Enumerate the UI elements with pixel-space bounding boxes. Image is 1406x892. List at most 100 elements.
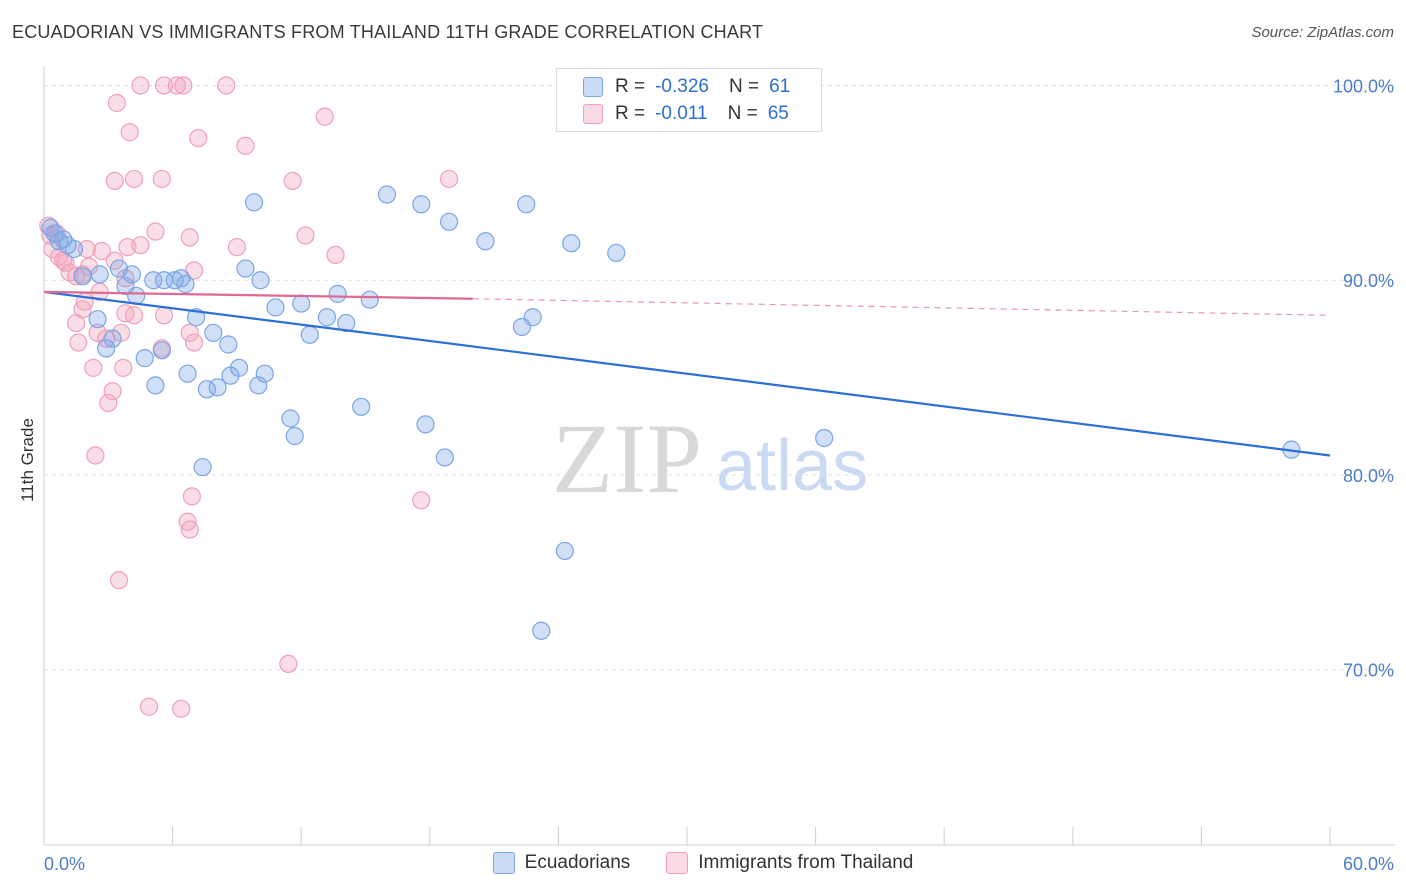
x-tick-label: 0.0% [44,854,85,874]
thailand-point [67,313,86,333]
thailand-point [124,169,144,189]
ecuadorian-point [127,286,146,305]
legend-swatch-thailand [583,104,603,124]
ecuadorian-point [255,364,274,383]
thailand-point [154,306,174,325]
ecuadorian-point [88,310,107,329]
thailand-point [315,107,334,126]
ecuadorian-point [266,298,285,317]
ecuadorian-point [73,267,92,286]
source-label: Source: ZipAtlas.com [1251,24,1394,41]
ecuadorian-point [122,265,141,284]
thailand-point [172,699,191,718]
ecuadorian-point [249,376,268,395]
ecuadorian-point [146,376,165,395]
ecuadorian-point [204,323,223,342]
ecuadorian-point [251,271,270,290]
legend-n-value: 61 [769,76,791,97]
watermark-zip: ZIP [552,403,702,514]
legend-row-thailand: R = -0.011 N = 65 [583,101,789,127]
ecuadorian-point [439,212,459,231]
thailand-point [77,239,96,259]
ecuadorian-point [517,195,536,214]
series-legend: Ecuadorians Immigrants from Thailand [0,852,1406,874]
ecuadorian-point [352,397,371,416]
ecuadorian-point [103,329,122,348]
ecuadorian-point [607,243,626,263]
y-tick-label: 70.0% [1343,661,1394,681]
thailand-point [139,697,159,716]
legend-swatch-ecuadorians [492,852,515,874]
thailand-point [180,520,199,539]
thailand-point [279,654,298,673]
thailand-point [236,136,255,155]
thailand-point [99,393,118,413]
thailand-point [56,253,75,272]
ecuadorian-point [144,271,163,290]
ecuadorian-point [90,265,109,284]
thailand-point [180,323,199,342]
ecuadorian-point [328,284,347,303]
thailand-point [412,491,431,510]
ecuadorian-point [300,325,319,344]
legend-r-label: R = [615,103,646,124]
thailand-point [97,329,116,348]
thailand-point [120,123,139,142]
thailand-point [174,76,193,95]
thailand-point [86,446,105,465]
thailand-point [67,267,86,286]
thailand-point [131,236,150,255]
ecuadorian-point [337,313,356,333]
thailand-point [283,171,302,191]
thailand-point [146,222,165,241]
ecuadorian-point [416,415,435,434]
trend-lines [43,290,1331,457]
ecuadorian-point [64,239,84,259]
series-ecuadorians [41,185,1301,640]
stats-legend: R = -0.326 N = 61 R = -0.011 N = 65 [556,68,822,132]
thailand-point [69,333,88,352]
ecuadorian-point [281,409,300,428]
ecuadorian-point [285,426,304,446]
thailand-trend-line-dashed [472,298,1331,316]
ecuadorian-point [815,428,834,448]
y-tick-label: 100.0% [1333,76,1394,96]
thailand-point [326,245,345,265]
thailand-point [217,76,236,95]
series-immigrants-from-thailand [39,76,459,718]
thailand-point [124,306,144,325]
thailand-point [189,128,208,148]
ecuadorian-point [187,308,206,327]
thailand-point [180,228,199,247]
legend-label-ecuadorians: Ecuadorians [524,852,631,873]
ecuadorian-point [176,275,195,294]
thailand-point [296,226,315,245]
thailand-point [84,358,103,377]
x-tick-labels: 0.0% 60.0% [44,854,1394,874]
thailand-point [103,382,122,401]
legend-r-value: -0.011 [655,103,708,124]
legend-item-ecuadorians[interactable]: Ecuadorians [492,852,631,874]
thailand-point [107,93,126,113]
ecuadorian-point [377,185,397,204]
y-tick-labels: 100.0% 90.0% 80.0% 70.0% [1333,76,1394,680]
ecuadorian-point [208,378,227,397]
legend-n-label: N = [727,103,758,124]
ecuadorian-point [532,621,551,640]
legend-row-ecuadorians: R = -0.326 N = 61 [583,74,790,100]
ecuadorian-point [435,448,454,467]
ecuadorian-point [178,364,197,383]
ecuadorians-trend-line [43,290,1331,457]
legend-item-thailand[interactable]: Immigrants from Thailand [666,852,913,874]
thailand-point [109,571,129,590]
ecuadorian-point [229,358,249,377]
y-tick-label: 90.0% [1343,271,1394,291]
thailand-point [227,238,246,257]
legend-swatch-ecuadorians [583,77,603,97]
thailand-point [154,76,174,95]
ecuadorian-point [292,294,311,313]
legend-r-label: R = [615,76,646,97]
ecuadorian-point [236,259,255,278]
y-tick-label: 80.0% [1343,466,1394,486]
ecuadorian-point [412,195,431,214]
